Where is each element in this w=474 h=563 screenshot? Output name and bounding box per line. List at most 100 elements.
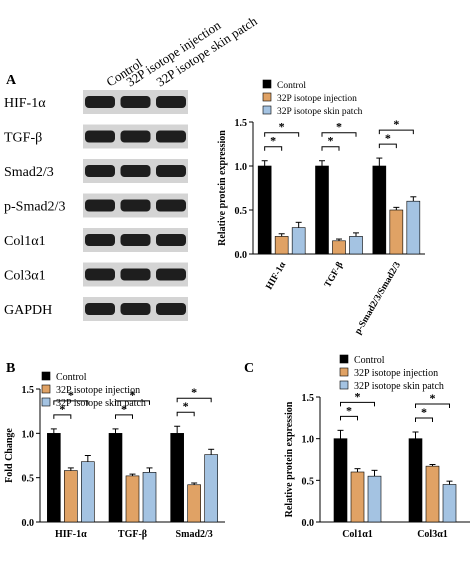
x-tick-label: p-Smad2/3/Smad2/3	[353, 260, 403, 336]
significance-bracket	[340, 401, 375, 407]
significance-bracket	[340, 415, 358, 421]
y-tick-label: 1.0	[235, 162, 248, 173]
legend-label: 32P isotope skin patch	[354, 381, 444, 392]
bar	[408, 438, 423, 523]
blot-band	[120, 165, 151, 177]
chart-b: 0.0 0.5 1.0 1.5 Fold Change Control 32P isotop…	[4, 371, 225, 540]
significance-bracket	[53, 414, 72, 419]
significance-star: *	[385, 131, 391, 145]
blot-band	[85, 234, 115, 246]
bar	[142, 472, 157, 523]
blot-band	[85, 165, 115, 177]
significance-star: *	[279, 120, 285, 134]
significance-bracket	[176, 397, 212, 403]
blot-band	[120, 130, 151, 143]
y-tick-label: 1.5	[302, 393, 315, 404]
legend-swatch	[41, 384, 51, 394]
bar	[389, 209, 404, 255]
blot-band	[120, 96, 151, 108]
y-tick-label: 0.0	[302, 518, 315, 529]
bar	[333, 438, 348, 523]
significance-star: *	[270, 134, 276, 148]
bar	[350, 471, 365, 523]
legend-swatch	[339, 367, 349, 377]
blot-row-label: p-Smad2/3	[4, 200, 65, 215]
blot-band	[156, 199, 186, 212]
bar	[406, 200, 421, 255]
blot-row-label: TGF-β	[4, 131, 42, 146]
bar	[187, 484, 201, 523]
y-tick-label: 0.5	[302, 476, 315, 487]
x-tick-label: Smad2/3	[176, 529, 213, 540]
bar	[274, 236, 289, 255]
y-tick-label: 0.5	[22, 474, 35, 485]
blot-band	[120, 268, 151, 281]
legend-label: 32P isotope skin patch	[56, 398, 146, 409]
legend-swatch	[262, 105, 272, 115]
significance-bracket	[378, 129, 414, 135]
significance-star: *	[183, 399, 189, 413]
legend-swatch	[41, 397, 51, 407]
bar	[257, 165, 272, 255]
bar	[372, 165, 387, 255]
significance-star: *	[328, 134, 334, 148]
significance-bracket	[115, 400, 150, 405]
significance-star: *	[355, 389, 361, 403]
blot-row-label: HIF-1α	[4, 96, 46, 111]
bar	[291, 227, 306, 255]
bar	[425, 465, 440, 523]
legend-label: 32P isotope injection	[354, 368, 438, 379]
y-axis-label: Relative protein expression	[284, 401, 295, 517]
blot-band	[85, 303, 115, 315]
significance-star: *	[59, 402, 65, 416]
x-tick-label: Col1α1	[342, 529, 373, 540]
chart-c: 0.0 0.5 1.0 1.5 Relative protein expression C…	[284, 354, 470, 540]
significance-bracket	[176, 411, 195, 417]
blot-band	[156, 96, 186, 108]
legend-label: 32P isotope injection	[56, 385, 140, 396]
blot-row-label: Smad2/3	[4, 165, 54, 180]
blot-row-label: Col3α1	[4, 269, 46, 284]
blot-band	[156, 268, 186, 281]
blot-band	[85, 199, 115, 212]
significance-star: *	[130, 388, 136, 402]
bar	[108, 433, 123, 523]
blot-band	[156, 303, 186, 315]
blot-band	[85, 96, 115, 108]
x-tick-label: TGF-β	[323, 261, 346, 290]
legend-label: Control	[56, 372, 87, 383]
legend-swatch	[262, 79, 272, 89]
blot-band	[85, 130, 115, 143]
y-axis-label: Fold Change	[4, 428, 15, 483]
x-tick-label: HIF-1α	[55, 529, 87, 540]
significance-bracket	[115, 414, 133, 419]
bar	[367, 475, 382, 523]
blot-band	[120, 303, 151, 315]
legend-swatch	[339, 380, 349, 390]
bar	[442, 484, 457, 523]
significance-bracket	[53, 400, 89, 405]
significance-bracket	[264, 146, 283, 151]
significance-star: *	[121, 402, 127, 416]
significance-star: *	[430, 391, 436, 405]
significance-star: *	[336, 120, 342, 134]
legend-swatch	[339, 354, 349, 364]
chart-a: 0.0 0.5 1.0 1.5 Relative protein expression C…	[217, 79, 425, 336]
blot-band	[85, 268, 115, 281]
x-tick-label: HIF-1α	[265, 260, 289, 292]
bar	[315, 165, 329, 255]
x-tick-label: Col3α1	[417, 529, 448, 540]
legend-label: 32P isotope injection	[277, 94, 357, 104]
y-tick-label: 1.0	[22, 429, 35, 440]
bar	[170, 433, 184, 523]
legend-swatch	[41, 371, 51, 381]
y-tick-label: 1.5	[22, 385, 35, 396]
blot-band	[156, 130, 186, 143]
significance-star: *	[393, 117, 399, 131]
panel-label-c: C	[244, 361, 254, 376]
y-tick-label: 0.0	[22, 518, 35, 529]
blot-band	[120, 199, 151, 212]
significance-bracket	[378, 143, 397, 149]
significance-star: *	[346, 403, 352, 417]
blot-band	[120, 234, 151, 246]
